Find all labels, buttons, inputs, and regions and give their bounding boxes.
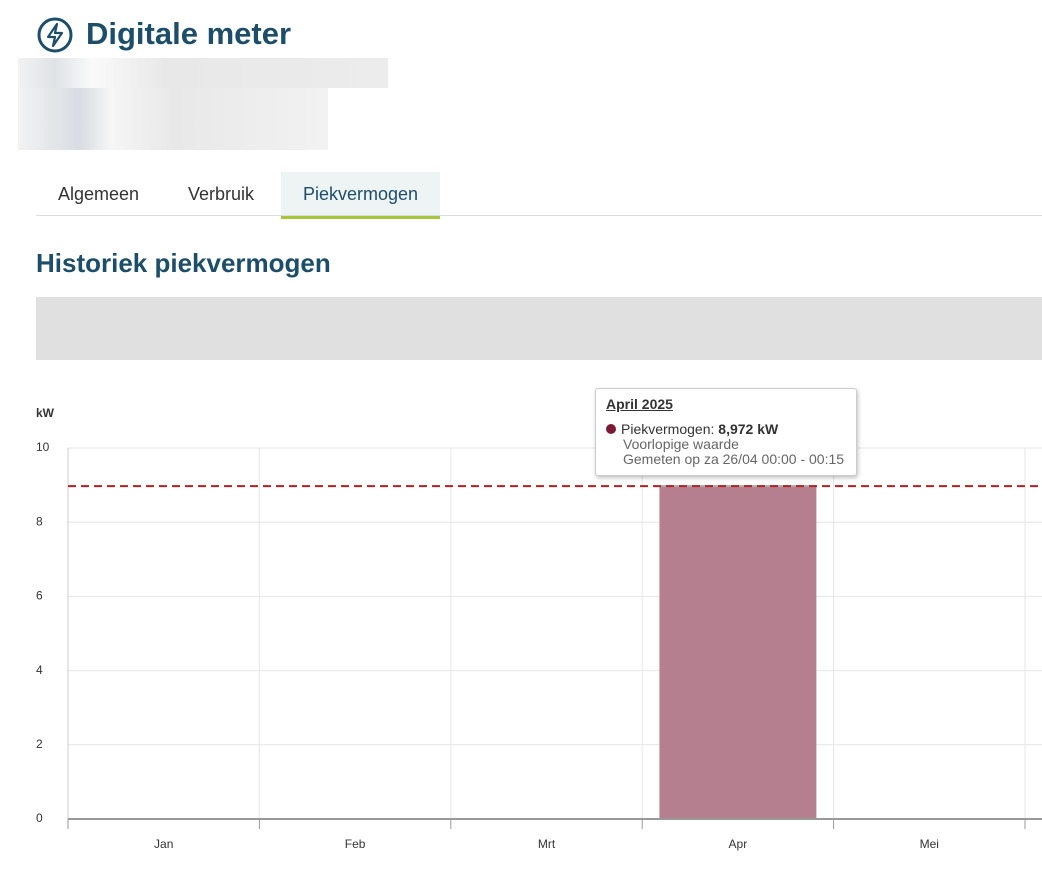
bar [659,486,817,819]
tooltip-label: Piekvermogen: [621,421,715,437]
page-title: Digitale meter [86,16,292,51]
x-tick-label: Apr [729,837,748,851]
y-tick-label: 10 [36,440,50,454]
tooltip-title: April 2025 [606,396,673,412]
tooltip-row: Piekvermogen: 8,972 kW [606,422,846,437]
x-tick-label: Mrt [538,837,556,851]
x-tick-label: Feb [345,837,366,851]
tooltip-note: Gemeten op za 26/04 00:00 - 00:15 [623,451,845,467]
y-axis-label: kW [36,406,55,420]
blurred-info [18,88,328,150]
tooltip-dot [606,424,616,434]
y-tick-label: 2 [36,737,43,751]
tooltip-note: Voorlopige waarde [623,436,739,452]
y-tick-label: 0 [36,811,43,825]
tab-divider [36,215,1042,216]
tooltip: April 2025 Piekvermogen: 8,972 kW Voorlo… [595,388,857,476]
placeholder-panel [36,297,1042,360]
tab[interactable]: Algemeen [58,184,140,204]
y-tick-label: 4 [36,663,43,677]
x-tick-label: Jan [154,837,173,851]
y-tick-label: 6 [36,589,43,603]
tooltip-value: 8,972 kW [718,421,779,437]
section-title: Historiek piekvermogen [36,248,331,278]
meter-icon [37,17,73,53]
tab[interactable]: Piekvermogen [281,172,441,219]
blurred-info [18,58,388,88]
tab[interactable]: Verbruik [188,184,255,204]
y-tick-label: 8 [36,514,43,528]
x-tick-label: Mei [920,837,939,851]
chart: kW 0 2 4 6 8 10 Jan Feb Mrt Apr Mei [36,406,1042,851]
